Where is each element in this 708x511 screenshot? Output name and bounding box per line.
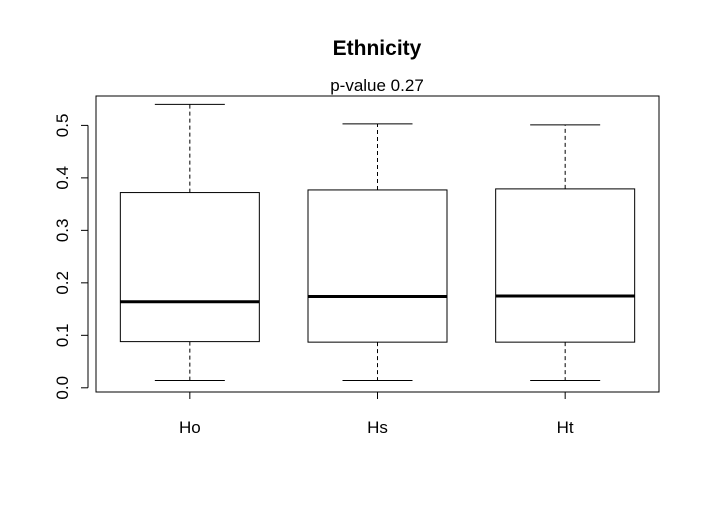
box-ht xyxy=(495,124,636,381)
y-tick-label: 0.2 xyxy=(53,271,72,295)
chart-title: Ethnicity xyxy=(333,37,422,60)
y-tick-label: 0.1 xyxy=(53,323,72,347)
box-hs xyxy=(307,123,448,381)
box-ho xyxy=(119,103,260,381)
x-axis: Ho Hs Ht xyxy=(179,391,574,437)
y-tick-label: 0.5 xyxy=(53,114,72,138)
boxes-group xyxy=(119,103,636,381)
iqr-box xyxy=(119,192,260,343)
x-tick-label: Hs xyxy=(367,418,388,437)
chart-subtitle: p-value 0.27 xyxy=(330,76,424,95)
x-tick-label: Ho xyxy=(179,418,201,437)
iqr-box xyxy=(495,188,636,343)
y-axis: 0.0 0.1 0.2 0.3 0.4 0.5 xyxy=(53,114,89,400)
y-tick-label: 0.0 xyxy=(53,376,72,400)
y-tick-label: 0.4 xyxy=(53,166,72,190)
x-tick-label: Ht xyxy=(557,418,574,437)
iqr-box xyxy=(307,189,448,343)
y-tick-label: 0.3 xyxy=(53,219,72,243)
